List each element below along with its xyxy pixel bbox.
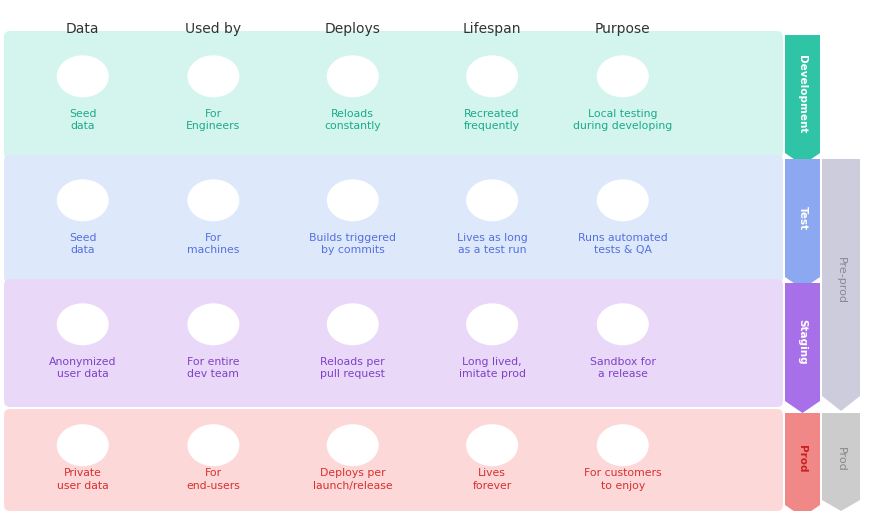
Ellipse shape [466, 304, 518, 345]
Text: For
Engineers: For Engineers [186, 108, 240, 131]
Text: Staging: Staging [798, 319, 807, 365]
Ellipse shape [187, 55, 240, 97]
Ellipse shape [57, 304, 109, 345]
Text: For
end-users: For end-users [186, 468, 240, 491]
Ellipse shape [597, 55, 649, 97]
Text: Recreated
frequently: Recreated frequently [464, 108, 520, 131]
Polygon shape [785, 413, 820, 511]
Text: Purpose: Purpose [595, 22, 651, 36]
Text: Local testing
during developing: Local testing during developing [573, 108, 672, 131]
Ellipse shape [466, 179, 518, 221]
Text: Prod: Prod [798, 445, 807, 473]
Ellipse shape [327, 304, 379, 345]
Text: Seed
data: Seed data [69, 108, 97, 131]
Text: For customers
to enjoy: For customers to enjoy [584, 468, 662, 491]
Ellipse shape [187, 424, 240, 466]
Text: Test: Test [798, 206, 807, 230]
Polygon shape [785, 283, 820, 413]
Text: Deploys: Deploys [325, 22, 381, 36]
Ellipse shape [597, 179, 649, 221]
FancyBboxPatch shape [4, 155, 783, 283]
Ellipse shape [187, 179, 240, 221]
FancyBboxPatch shape [4, 279, 783, 407]
Text: Private
user data: Private user data [57, 468, 109, 491]
Ellipse shape [327, 424, 379, 466]
Text: For entire
dev team: For entire dev team [187, 357, 240, 379]
Text: Pre-prod: Pre-prod [836, 257, 846, 304]
Ellipse shape [57, 179, 109, 221]
Text: Anonymized
user data: Anonymized user data [49, 357, 117, 379]
Text: For
machines: For machines [187, 233, 240, 256]
Polygon shape [785, 35, 820, 165]
Text: Long lived,
imitate prod: Long lived, imitate prod [459, 357, 525, 379]
Polygon shape [822, 159, 860, 411]
Ellipse shape [327, 179, 379, 221]
Text: Lives as long
as a test run: Lives as long as a test run [456, 233, 528, 256]
Text: Deploys per
launch/release: Deploys per launch/release [313, 468, 393, 491]
Text: Builds triggered
by commits: Builds triggered by commits [309, 233, 396, 256]
Text: Lifespan: Lifespan [463, 22, 522, 36]
Text: Sandbox for
a release: Sandbox for a release [590, 357, 656, 379]
Ellipse shape [466, 55, 518, 97]
FancyBboxPatch shape [4, 409, 783, 511]
Ellipse shape [57, 424, 109, 466]
Polygon shape [822, 413, 860, 511]
Text: Reloads per
pull request: Reloads per pull request [321, 357, 385, 379]
Text: Runs automated
tests & QA: Runs automated tests & QA [577, 233, 668, 256]
Ellipse shape [597, 424, 649, 466]
Ellipse shape [466, 424, 518, 466]
Ellipse shape [327, 55, 379, 97]
Text: Reloads
constantly: Reloads constantly [324, 108, 381, 131]
Text: Prod: Prod [836, 447, 846, 471]
Text: Development: Development [798, 55, 807, 133]
Text: Seed
data: Seed data [69, 233, 97, 256]
Text: Used by: Used by [186, 22, 241, 36]
Ellipse shape [57, 55, 109, 97]
Ellipse shape [187, 304, 240, 345]
Ellipse shape [597, 304, 649, 345]
Text: Lives
forever: Lives forever [472, 468, 512, 491]
Polygon shape [785, 159, 820, 289]
FancyBboxPatch shape [4, 31, 783, 159]
Text: Data: Data [66, 22, 99, 36]
